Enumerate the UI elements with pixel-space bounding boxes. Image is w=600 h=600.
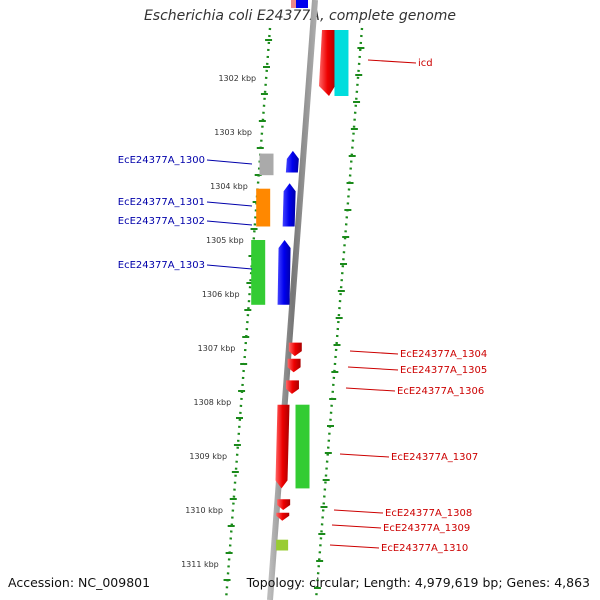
gene-label-forward[interactable]: EcE24377A_1310 xyxy=(381,543,468,554)
map-title: Escherichia coli E24377A, complete genom… xyxy=(143,8,457,24)
gene-label-forward[interactable]: EcE24377A_1307 xyxy=(391,452,478,463)
gene-label-reverse[interactable]: EcE24377A_1301 xyxy=(118,197,205,208)
left-dotted-track xyxy=(224,27,272,600)
label-leader-line xyxy=(331,524,382,529)
label-leader-line xyxy=(339,453,390,458)
gene-arrow-forward[interactable] xyxy=(276,512,290,521)
label-leader-line xyxy=(347,366,399,371)
gene-block[interactable] xyxy=(256,188,271,227)
gene-arrow-reverse[interactable] xyxy=(285,150,299,173)
gene-arrow-forward[interactable] xyxy=(285,380,299,394)
scale-label: 1303 kbp xyxy=(214,128,252,137)
label-leader-line xyxy=(367,59,417,64)
gene-block[interactable] xyxy=(251,240,266,305)
label-leader-line xyxy=(349,350,399,355)
label-leader-line xyxy=(345,387,396,392)
label-leader-line xyxy=(206,159,253,165)
gene-label-reverse[interactable]: EcE24377A_1300 xyxy=(118,155,205,166)
gene-red-top xyxy=(319,30,336,96)
gene-arrow-forward[interactable] xyxy=(288,342,302,357)
accession-label: Accession: NC_009801 xyxy=(8,575,151,590)
gene-arrow-forward[interactable] xyxy=(275,404,290,489)
gene-arrow-forward[interactable] xyxy=(277,499,291,510)
scale-label: 1310 kbp xyxy=(185,506,223,515)
gene-label-forward[interactable]: EcE24377A_1305 xyxy=(400,365,487,376)
label-leader-line xyxy=(206,264,253,270)
scale-label: 1306 kbp xyxy=(202,290,240,299)
scale-label: 1307 kbp xyxy=(198,344,236,353)
gene-label-reverse[interactable]: EcE24377A_1302 xyxy=(118,216,205,227)
label-leader-line xyxy=(333,509,384,514)
gene-block[interactable] xyxy=(295,404,310,489)
partial-gene-top-blue xyxy=(296,0,308,8)
gene-block[interactable] xyxy=(259,153,274,176)
label-leader-line xyxy=(206,201,253,207)
label-leader-line xyxy=(329,544,380,549)
gene-arrow-forward[interactable] xyxy=(287,358,301,373)
gene-label-forward[interactable]: icd xyxy=(418,58,433,69)
gene-label-forward[interactable]: EcE24377A_1308 xyxy=(385,508,472,519)
scale-label: 1305 kbp xyxy=(206,236,244,245)
gene-block[interactable] xyxy=(334,30,349,96)
gene-label-forward[interactable]: EcE24377A_1304 xyxy=(400,349,487,360)
scale-label: 1309 kbp xyxy=(189,452,227,461)
gene-arrow-reverse[interactable] xyxy=(277,240,291,305)
gene-label-forward[interactable]: EcE24377A_1306 xyxy=(397,386,484,397)
genome-stats: Topology: circular; Length: 4,979,619 bp… xyxy=(246,575,590,590)
scale-label: 1302 kbp xyxy=(218,74,256,83)
gene-label-forward[interactable]: EcE24377A_1309 xyxy=(383,523,470,534)
scale-label: 1304 kbp xyxy=(210,182,248,191)
gene-block[interactable] xyxy=(276,539,289,551)
genome-backbone xyxy=(267,0,318,600)
gene-label-reverse[interactable]: EcE24377A_1303 xyxy=(118,260,205,271)
gene-arrow-reverse[interactable] xyxy=(282,183,296,227)
right-dotted-track xyxy=(314,27,364,600)
scale-label: 1308 kbp xyxy=(194,398,232,407)
scale-label: 1311 kbp xyxy=(181,560,219,569)
label-leader-line xyxy=(206,220,253,226)
